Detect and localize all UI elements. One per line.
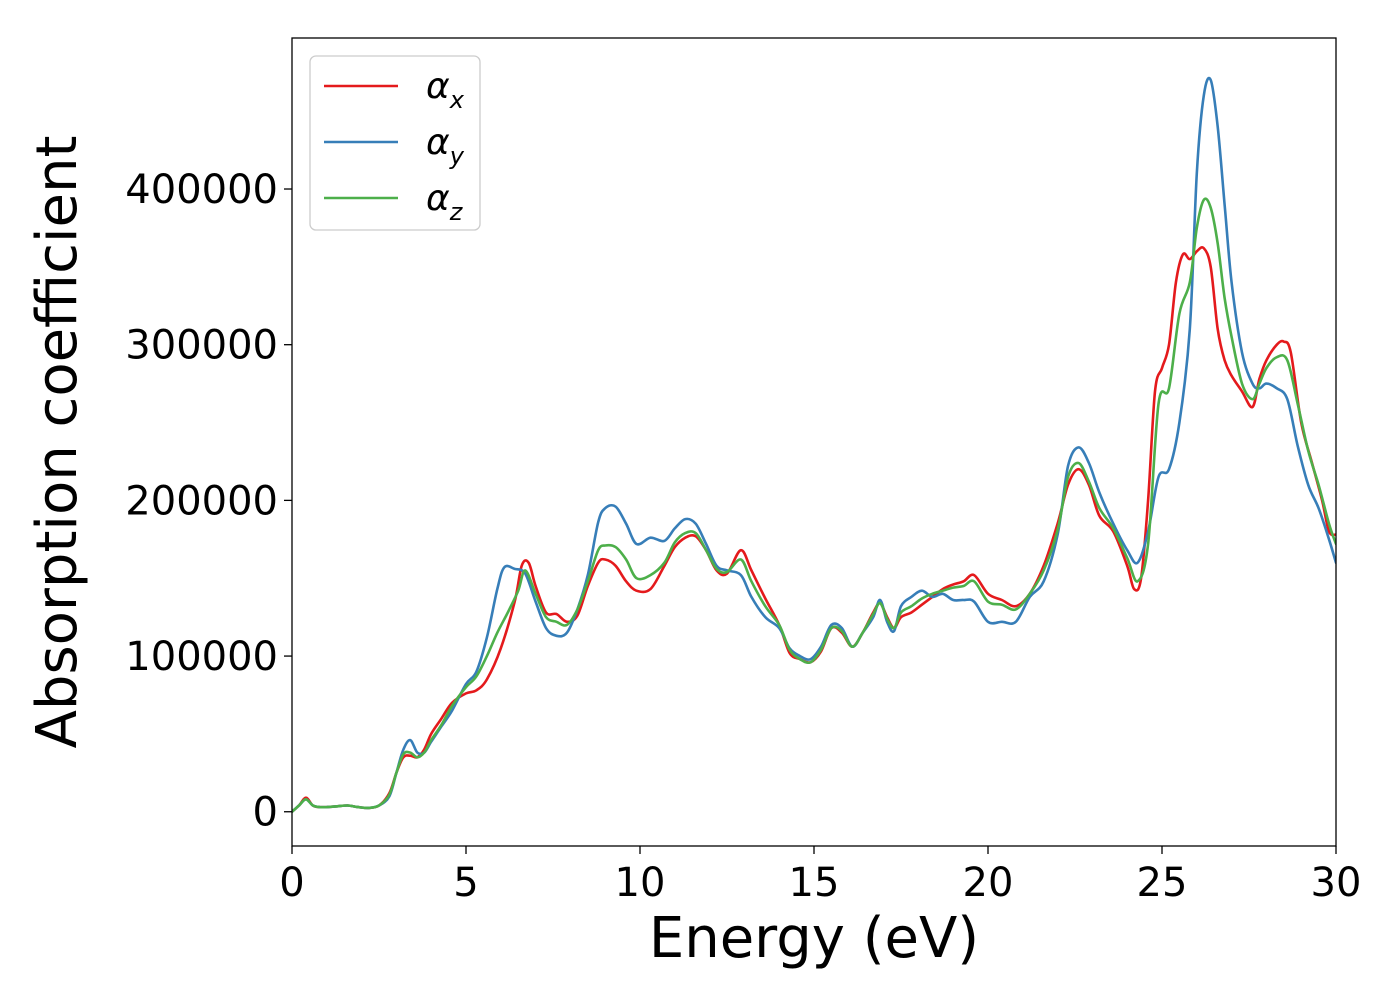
- x-tick-label: 0: [279, 860, 304, 906]
- x-tick-label: 15: [789, 860, 840, 906]
- x-tick-label: 20: [963, 860, 1014, 906]
- x-tick-label: 10: [615, 860, 666, 906]
- y-tick-label: 100000: [125, 634, 278, 680]
- x-tick-label: 25: [1137, 860, 1188, 906]
- x-tick-label: 30: [1311, 860, 1362, 906]
- legend-label-alpha-x: αx: [426, 66, 465, 114]
- y-tick-label: 200000: [125, 478, 278, 524]
- x-axis: 0 5 10 15 20 25 30: [279, 846, 1361, 906]
- series-line-alpha-z: [292, 197, 1336, 813]
- x-axis-label: Energy (eV): [649, 906, 979, 971]
- y-tick-label: 400000: [125, 167, 278, 213]
- legend-label-alpha-y: αy: [426, 122, 465, 170]
- y-tick-label: 0: [253, 790, 278, 836]
- y-tick-label: 300000: [125, 323, 278, 369]
- y-axis: 0 100000 200000 300000 400000: [125, 167, 292, 836]
- series-line-alpha-x: [292, 246, 1336, 813]
- series-layer: [292, 76, 1336, 813]
- x-tick-label: 5: [453, 860, 478, 906]
- y-axis-label: Absorption coefficient: [25, 136, 90, 749]
